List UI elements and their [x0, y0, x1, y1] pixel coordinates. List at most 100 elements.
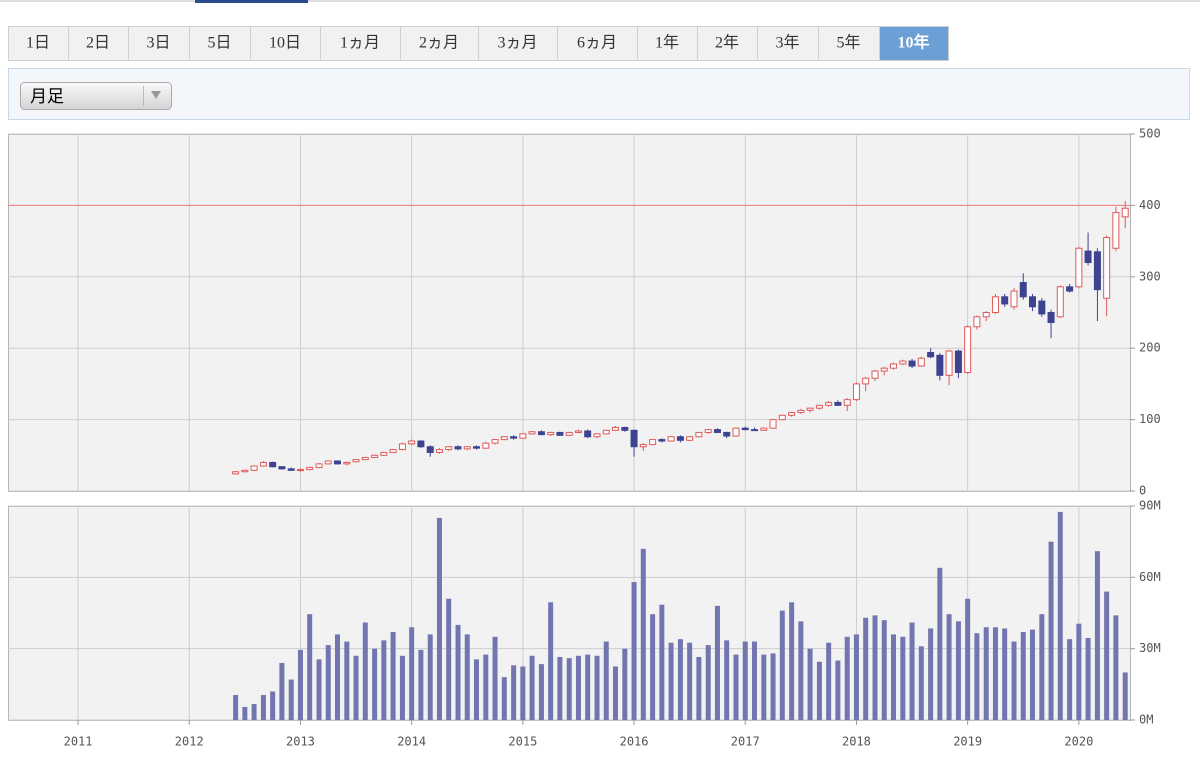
- candle-body: [519, 433, 527, 439]
- candle-body: [584, 430, 592, 438]
- candle-body: [778, 414, 786, 421]
- tab-label: 10年: [897, 33, 929, 52]
- volume-bar: [622, 648, 628, 720]
- volume-bar: [1113, 615, 1119, 720]
- y-tick-label: 0M: [1139, 713, 1153, 727]
- candle-body: [454, 446, 462, 450]
- tab-button[interactable]: [557, 26, 638, 61]
- volume-bar: [872, 615, 878, 720]
- volume-bar: [928, 628, 934, 720]
- tab-button[interactable]: [250, 26, 321, 61]
- tab-button[interactable]: [8, 26, 69, 61]
- volume-bar: [483, 654, 489, 720]
- candle-body: [380, 451, 388, 456]
- volume-bar: [881, 620, 887, 720]
- candle-body: [945, 350, 953, 376]
- volume-bar: [714, 605, 720, 720]
- candle-body: [408, 440, 416, 445]
- tab-button[interactable]: [400, 26, 479, 61]
- candle-body: [352, 459, 360, 463]
- candle-body: [1001, 296, 1009, 305]
- candle-body: [343, 461, 351, 465]
- volume-bar: [909, 622, 915, 720]
- x-tick-label: 2017: [731, 735, 760, 749]
- volume-bar: [1048, 541, 1054, 720]
- tab-button[interactable]: [818, 26, 880, 61]
- tab-label: 1ヵ月: [340, 35, 380, 52]
- y-tick-label: 200: [1139, 341, 1161, 355]
- volume-bar: [390, 632, 396, 720]
- volume-bar: [955, 621, 961, 720]
- candle-body: [241, 469, 249, 473]
- volume-bar: [501, 677, 507, 720]
- volume-bar: [381, 640, 387, 720]
- candle-body: [982, 312, 990, 318]
- candle-body: [315, 463, 323, 468]
- volume-bar: [242, 706, 248, 720]
- candle-body: [250, 465, 258, 471]
- candle-body: [306, 466, 314, 471]
- tab-button[interactable]: [68, 26, 129, 61]
- volume-bar: [816, 661, 822, 720]
- tab-button[interactable]: [637, 26, 698, 61]
- volume-bar: [937, 567, 943, 720]
- x-tick-label: 2018: [842, 735, 871, 749]
- candle-body: [389, 449, 397, 453]
- volume-bar: [835, 660, 841, 720]
- y-tick-label: 400: [1139, 198, 1161, 212]
- candle-body: [880, 367, 888, 372]
- candle-body: [908, 360, 916, 367]
- candle-body: [371, 454, 379, 458]
- volume-bar: [325, 645, 331, 720]
- volume-bar: [427, 634, 433, 720]
- volume-bar: [983, 627, 989, 720]
- tab-button[interactable]: [879, 26, 949, 61]
- x-tick-label: 2012: [175, 735, 204, 749]
- volume-bar: [418, 649, 424, 720]
- volume-bar: [992, 627, 998, 720]
- volume-bar: [779, 610, 785, 720]
- tab-button[interactable]: [757, 26, 819, 61]
- candle-body: [1028, 296, 1036, 308]
- candle-body: [1103, 237, 1111, 299]
- volume-bar: [1076, 623, 1082, 720]
- candle-body: [1010, 290, 1018, 308]
- candle-body: [491, 439, 499, 444]
- volume-bar: [612, 666, 618, 720]
- tab-button[interactable]: [128, 26, 190, 61]
- candle-body: [1019, 282, 1027, 298]
- candle-body: [1112, 212, 1120, 249]
- dropdown[interactable]: [20, 82, 172, 110]
- candle-body: [1084, 250, 1092, 264]
- candle-body: [547, 431, 555, 436]
- tab-label: 1年: [655, 34, 679, 52]
- volume-bar: [696, 656, 702, 720]
- volume-bar: [520, 666, 526, 720]
- candle-body: [806, 407, 814, 411]
- candle-body: [825, 401, 833, 406]
- volume-bar: [631, 582, 637, 720]
- candle-body: [500, 436, 508, 441]
- candle-body: [834, 401, 842, 406]
- candle-body: [750, 429, 758, 432]
- volume-bar: [1122, 672, 1128, 720]
- candle-body: [259, 461, 267, 467]
- tab-button[interactable]: [478, 26, 558, 61]
- candle-body: [658, 439, 666, 442]
- candle-body: [417, 440, 425, 448]
- volume-bar: [1039, 614, 1045, 720]
- candle-body: [936, 354, 944, 376]
- candle-body: [333, 460, 341, 465]
- candle-body: [1056, 286, 1064, 318]
- candle-body: [232, 471, 240, 475]
- volume-bar: [1085, 637, 1091, 720]
- y-tick-label: 60M: [1139, 570, 1161, 584]
- volume-bar: [677, 639, 683, 720]
- tab-button[interactable]: [320, 26, 401, 61]
- volume-bar: [464, 634, 470, 720]
- volume-bar: [233, 695, 239, 720]
- candle-body: [797, 409, 805, 413]
- candle-body: [676, 436, 684, 441]
